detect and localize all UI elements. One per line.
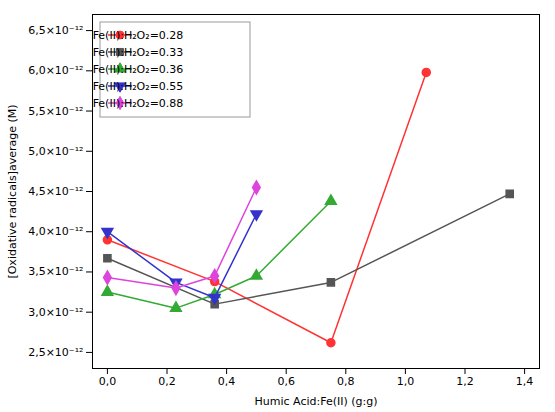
- svg-text:Humic Acid:Fe(II) (g:g): Humic Acid:Fe(II) (g:g): [255, 395, 378, 408]
- svg-text:1,0: 1,0: [397, 375, 415, 388]
- svg-text:Fe(II):H₂O₂=0.55: Fe(II):H₂O₂=0.55: [93, 80, 184, 93]
- svg-text:6,5×10⁻¹²: 6,5×10⁻¹²: [28, 24, 83, 37]
- svg-text:4,0×10⁻¹²: 4,0×10⁻¹²: [28, 225, 83, 238]
- svg-text:Fe(II):H₂O₂=0.33: Fe(II):H₂O₂=0.33: [93, 46, 184, 59]
- svg-text:0,8: 0,8: [337, 375, 355, 388]
- svg-text:1,4: 1,4: [516, 375, 534, 388]
- svg-text:0,2: 0,2: [158, 375, 176, 388]
- svg-text:0,4: 0,4: [218, 375, 236, 388]
- svg-text:Fe(II):H₂O₂=0.88: Fe(II):H₂O₂=0.88: [93, 97, 184, 110]
- svg-text:[Oxidative radicals]average (M: [Oxidative radicals]average (M): [6, 104, 19, 278]
- svg-text:5,5×10⁻¹²: 5,5×10⁻¹²: [28, 105, 83, 118]
- svg-text:3,0×10⁻¹²: 3,0×10⁻¹²: [28, 306, 83, 319]
- svg-text:Fe(II):H₂O₂=0.28: Fe(II):H₂O₂=0.28: [93, 29, 184, 42]
- svg-text:3,5×10⁻¹²: 3,5×10⁻¹²: [28, 265, 83, 278]
- svg-text:6,0×10⁻¹²: 6,0×10⁻¹²: [28, 64, 83, 77]
- svg-text:0,6: 0,6: [277, 375, 295, 388]
- svg-text:0,0: 0,0: [99, 375, 117, 388]
- svg-text:2,5×10⁻¹²: 2,5×10⁻¹²: [28, 346, 83, 359]
- svg-text:4,5×10⁻¹²: 4,5×10⁻¹²: [28, 185, 83, 198]
- svg-text:5,0×10⁻¹²: 5,0×10⁻¹²: [28, 145, 83, 158]
- svg-text:1,2: 1,2: [456, 375, 474, 388]
- svg-text:Fe(II):H₂O₂=0.36: Fe(II):H₂O₂=0.36: [93, 63, 184, 76]
